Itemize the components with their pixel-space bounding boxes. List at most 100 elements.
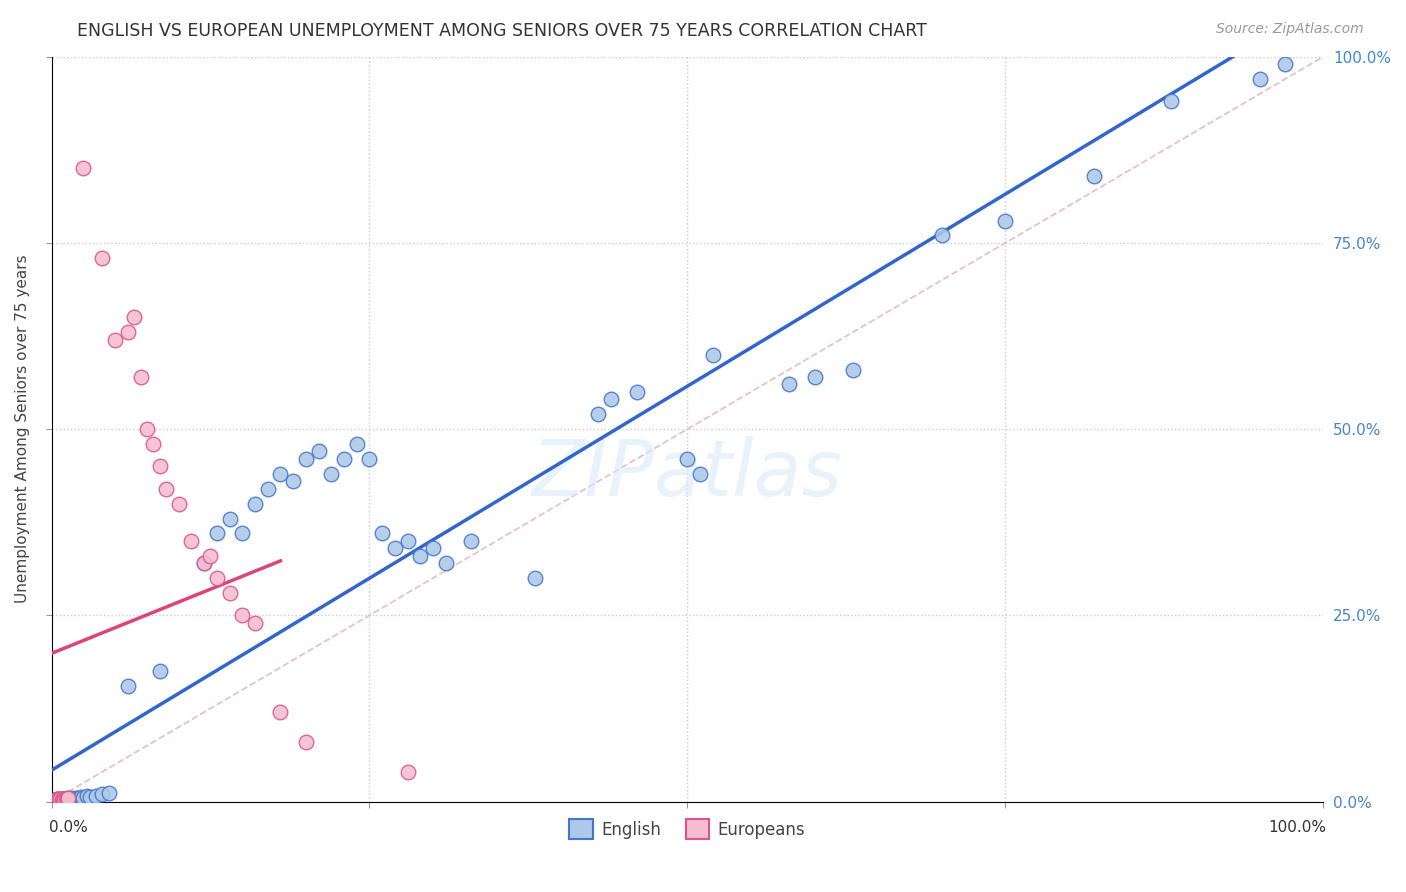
Point: [434, 556, 457, 570]
Point: [91, 251, 114, 265]
Point: [256, 482, 278, 496]
Point: [295, 735, 318, 749]
Point: [193, 556, 215, 570]
Point: [122, 310, 145, 325]
Point: [48, 793, 70, 807]
Point: [59, 790, 82, 805]
Point: [72, 161, 94, 176]
Point: [218, 586, 240, 600]
Point: [46, 792, 69, 806]
Point: [56, 792, 79, 806]
Point: [117, 326, 139, 340]
Point: [243, 497, 266, 511]
Point: [308, 444, 330, 458]
Point: [79, 790, 101, 805]
Point: [55, 791, 77, 805]
Point: [53, 791, 76, 805]
Legend: English, Europeans: English, Europeans: [562, 813, 813, 846]
Point: [149, 664, 172, 678]
Point: [69, 790, 91, 805]
Point: [1249, 72, 1271, 87]
Point: [42, 794, 65, 808]
Point: [91, 787, 114, 801]
Point: [117, 679, 139, 693]
Point: [45, 792, 67, 806]
Point: [104, 333, 127, 347]
Point: [51, 791, 73, 805]
Point: [803, 370, 825, 384]
Point: [167, 497, 190, 511]
Point: [69, 792, 91, 806]
Point: [778, 377, 800, 392]
Point: [62, 791, 84, 805]
Point: [676, 451, 699, 466]
Point: [56, 790, 79, 805]
Point: [588, 407, 610, 421]
Point: [689, 467, 711, 481]
Point: [129, 370, 152, 384]
Point: [55, 792, 77, 806]
Text: Source: ZipAtlas.com: Source: ZipAtlas.com: [1216, 22, 1364, 37]
Point: [283, 475, 305, 489]
Point: [58, 792, 80, 806]
Point: [1160, 95, 1182, 109]
Point: [48, 793, 70, 807]
Point: [321, 467, 343, 481]
Point: [243, 615, 266, 630]
Point: [231, 608, 253, 623]
Point: [42, 793, 65, 807]
Point: [55, 793, 77, 807]
Point: [1083, 169, 1105, 183]
Point: [52, 794, 75, 808]
Point: [205, 571, 228, 585]
Point: [49, 794, 72, 808]
Point: [333, 451, 356, 466]
Point: [84, 789, 107, 803]
Point: [46, 791, 69, 805]
Point: [1274, 57, 1296, 71]
Point: [56, 790, 79, 805]
Point: [600, 392, 623, 407]
Point: [44, 794, 66, 808]
Text: ENGLISH VS EUROPEAN UNEMPLOYMENT AMONG SENIORS OVER 75 YEARS CORRELATION CHART: ENGLISH VS EUROPEAN UNEMPLOYMENT AMONG S…: [77, 22, 927, 40]
Point: [66, 791, 89, 805]
Point: [193, 556, 215, 570]
Text: 0.0%: 0.0%: [49, 821, 87, 835]
Point: [180, 533, 202, 548]
Point: [59, 793, 82, 807]
Point: [384, 541, 406, 556]
Point: [155, 482, 177, 496]
Point: [56, 791, 79, 805]
Point: [56, 792, 79, 806]
Point: [142, 437, 165, 451]
Point: [72, 790, 94, 805]
Point: [231, 526, 253, 541]
Point: [51, 793, 73, 807]
Point: [149, 459, 172, 474]
Point: [295, 451, 318, 466]
Text: ZIPatlas: ZIPatlas: [531, 436, 842, 512]
Point: [67, 790, 90, 805]
Point: [205, 526, 228, 541]
Point: [53, 793, 76, 807]
Point: [396, 533, 419, 548]
Point: [269, 705, 291, 719]
Point: [51, 793, 73, 807]
Point: [97, 786, 120, 800]
Point: [523, 571, 546, 585]
Point: [269, 467, 291, 481]
Point: [359, 451, 381, 466]
Point: [46, 793, 69, 807]
Point: [200, 549, 222, 563]
Point: [841, 362, 863, 376]
Point: [346, 437, 368, 451]
Point: [994, 213, 1017, 227]
Point: [56, 793, 79, 807]
Text: 100.0%: 100.0%: [1268, 821, 1326, 835]
Point: [218, 511, 240, 525]
Point: [409, 549, 432, 563]
Point: [76, 789, 98, 804]
Point: [626, 384, 648, 399]
Point: [52, 792, 75, 806]
Point: [46, 794, 69, 808]
